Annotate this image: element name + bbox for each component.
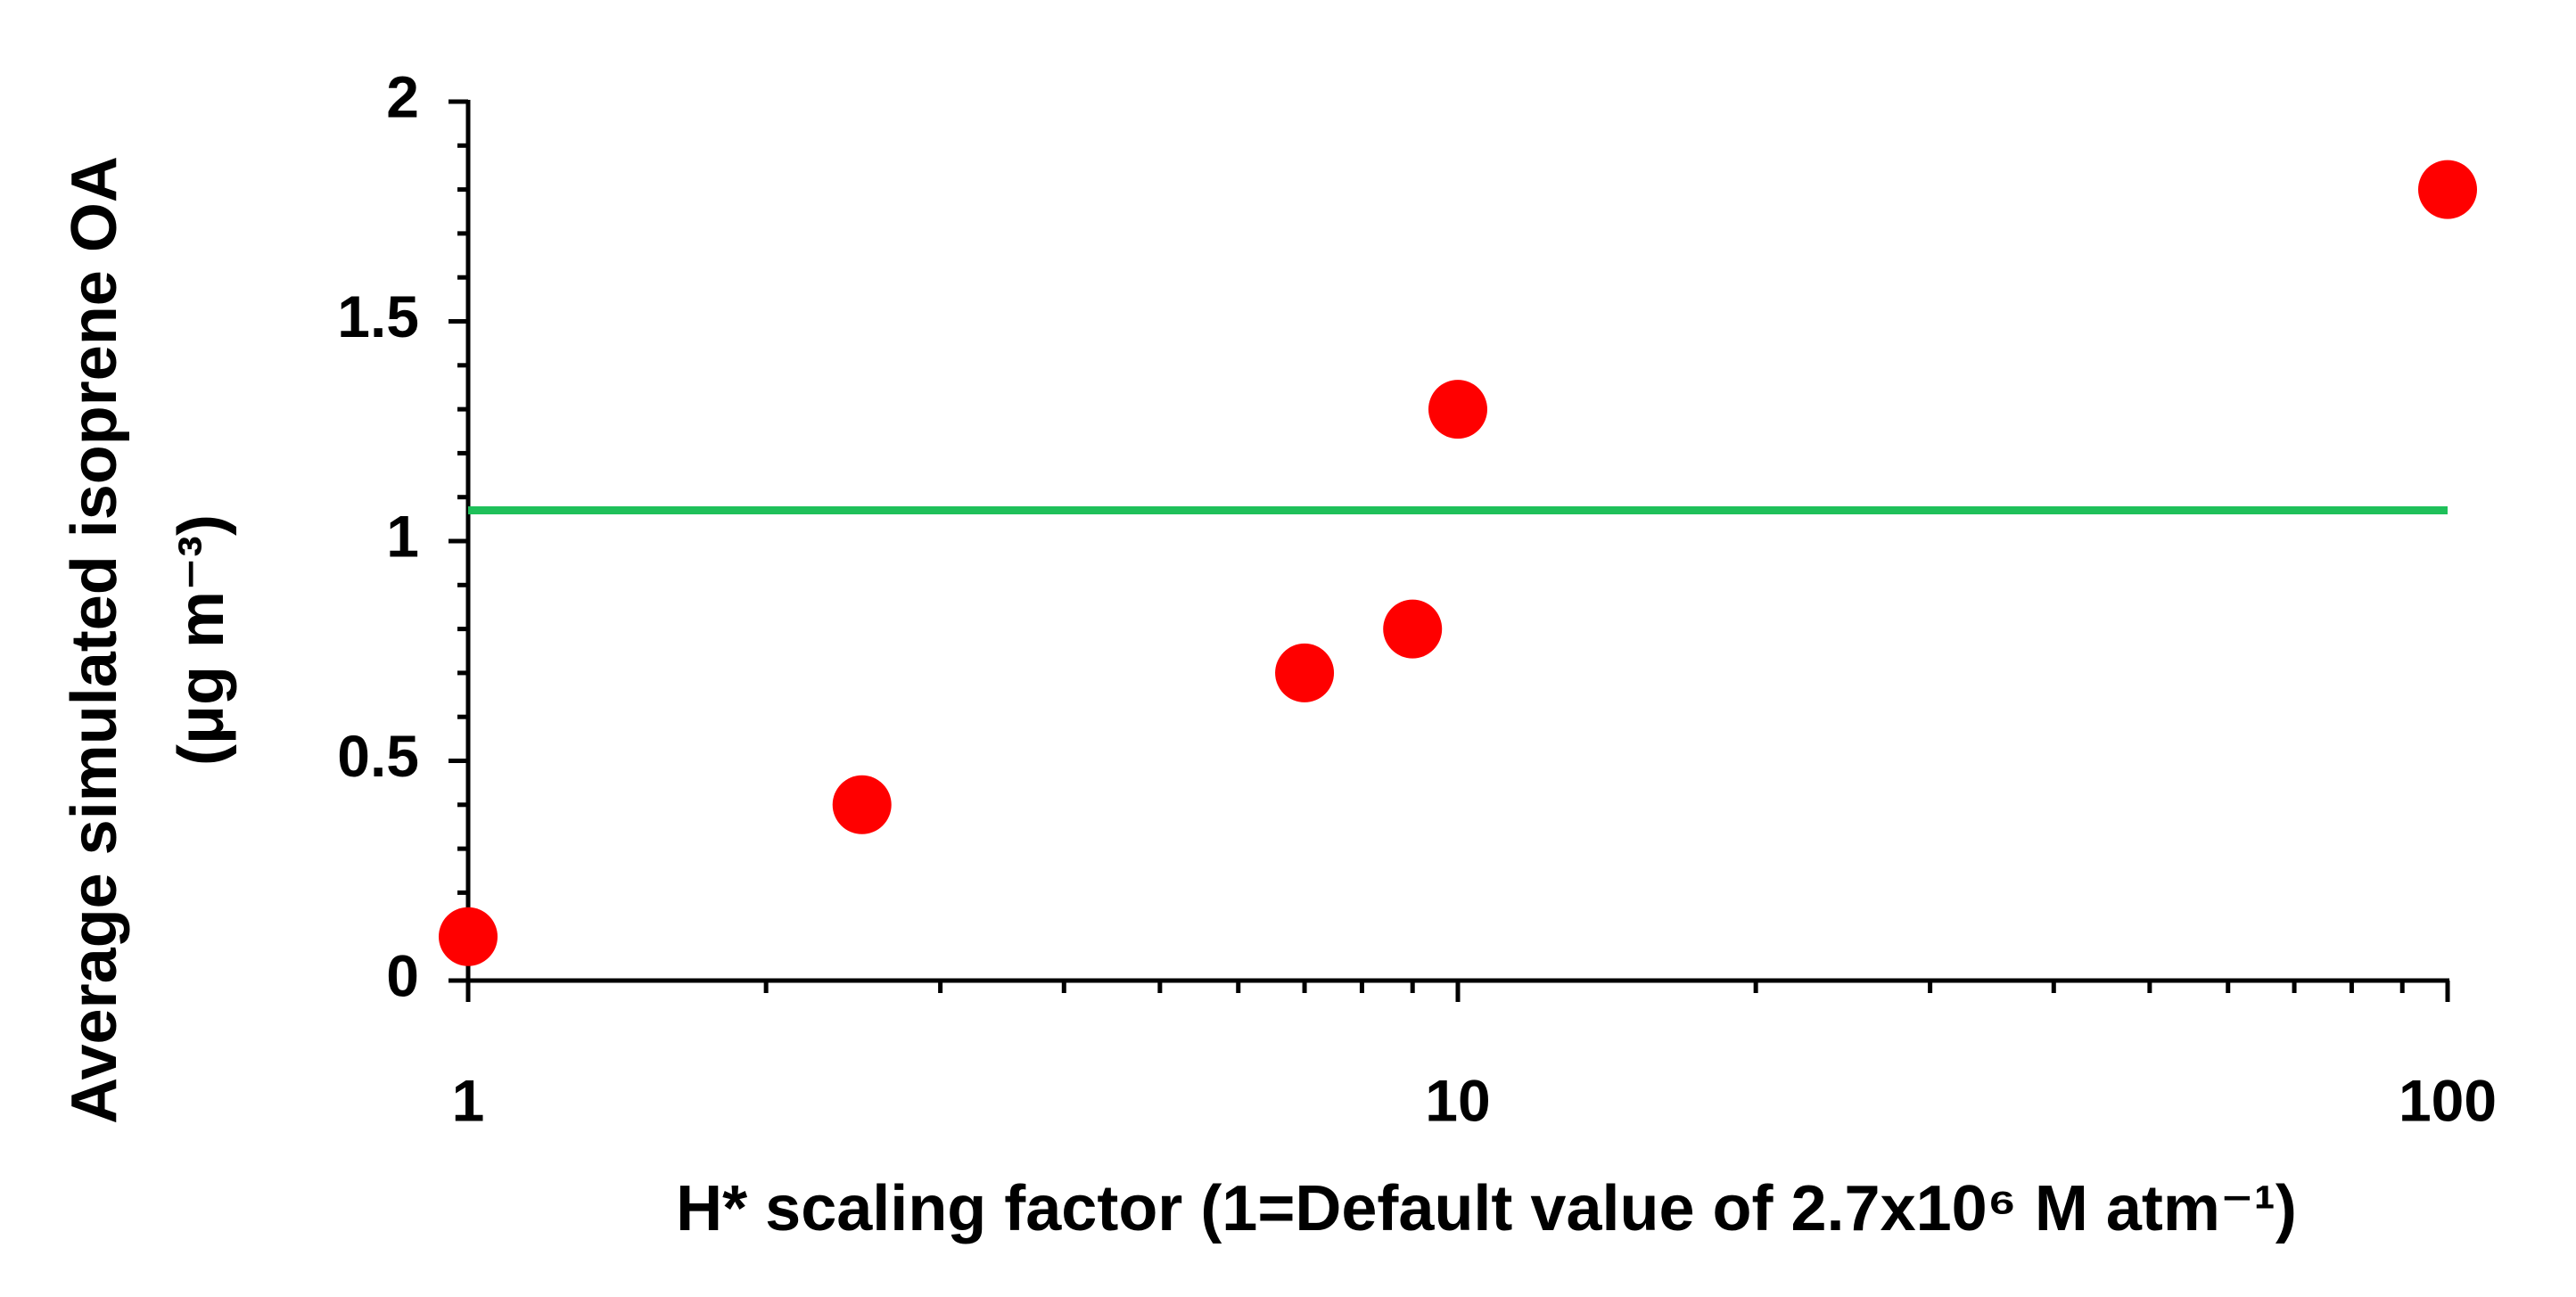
y-tick-label: 0.5 <box>337 723 419 789</box>
y-tick-label: 0 <box>386 942 419 1008</box>
point <box>1383 599 1443 659</box>
point <box>439 907 498 966</box>
point <box>1275 643 1335 702</box>
y-tick-label: 2 <box>386 63 419 129</box>
x-tick-label: 10 <box>1425 1067 1490 1133</box>
y-axis-label: Average simulated isoprene OA (μg m⁻³) <box>59 156 237 1124</box>
x-tick-label: 1 <box>452 1067 485 1133</box>
y-tick-label: 1 <box>386 503 419 569</box>
y-axis-label-line: (μg m⁻³) <box>166 514 237 766</box>
y-axis-label-line: Average simulated isoprene OA <box>59 156 130 1124</box>
x-tick-label: 100 <box>2399 1067 2497 1133</box>
x-axis-label: H* scaling factor (1=Default value of 2.… <box>676 1173 2297 1244</box>
point <box>2418 160 2477 219</box>
point <box>832 775 892 834</box>
point <box>1428 380 1487 439</box>
y-tick-label: 1.5 <box>337 283 419 349</box>
